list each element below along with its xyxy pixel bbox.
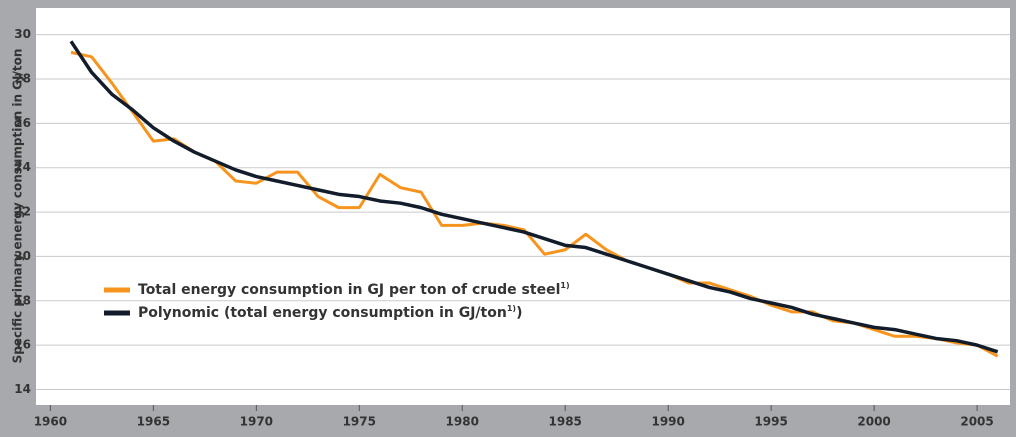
y-tick-label: 20 xyxy=(14,249,31,263)
legend-text-part: 1) xyxy=(507,304,516,313)
y-tick-label: 28 xyxy=(14,72,31,86)
series-line xyxy=(69,40,999,354)
y-tick-label: 18 xyxy=(14,293,31,307)
x-tick-label: 1970 xyxy=(240,415,273,429)
legend-label: Total energy consumption in GJ per ton o… xyxy=(138,281,570,299)
x-tick-label: 2005 xyxy=(960,415,993,429)
legend-text-part: Total energy consumption in GJ per ton o… xyxy=(138,282,560,298)
x-tick-label: 1990 xyxy=(651,415,684,429)
y-tick-label: 26 xyxy=(14,116,31,130)
y-axis-label: Specific primary energy consumption in G… xyxy=(11,49,25,364)
legend-text-part: ) xyxy=(516,305,522,321)
x-tick-label: 1975 xyxy=(343,415,376,429)
x-tick-label: 1960 xyxy=(34,415,67,429)
legend-text-part: Polynomic (total energy consumption in G… xyxy=(138,305,507,321)
legend-label: Polynomic (total energy consumption in G… xyxy=(138,304,522,322)
y-tick-label: 14 xyxy=(14,382,31,396)
x-tick-label: 1965 xyxy=(137,415,170,429)
y-tick-label: 22 xyxy=(14,205,31,219)
y-tick-label: 24 xyxy=(14,160,31,174)
x-tick-label: 1995 xyxy=(754,415,787,429)
x-tick-label: 1985 xyxy=(549,415,582,429)
y-tick-label: 16 xyxy=(14,338,31,352)
legend-text-part: 1) xyxy=(560,281,569,290)
x-tick-label: 2000 xyxy=(857,415,890,429)
plot-area xyxy=(36,8,1010,405)
x-tick-label: 1980 xyxy=(446,415,479,429)
y-tick-label: 30 xyxy=(14,27,31,41)
